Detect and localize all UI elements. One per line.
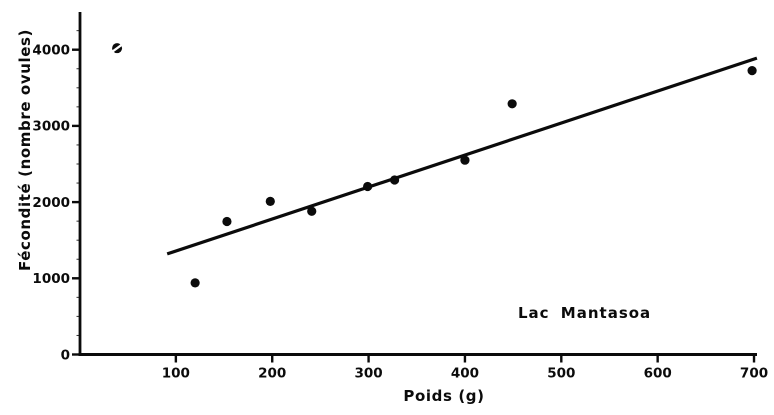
y-tick-label: 0: [61, 347, 70, 363]
x-tick-label: 300: [354, 366, 382, 382]
data-point: [222, 216, 232, 227]
data-point: [507, 99, 517, 109]
data-point: [460, 155, 470, 165]
data-point: [363, 181, 373, 192]
data-point: [747, 66, 757, 76]
x-tick-label: 500: [547, 366, 575, 382]
y-tick-label: 3000: [32, 119, 70, 135]
regression-line: [166, 56, 758, 256]
data-point: [190, 278, 200, 288]
x-tick-label: 100: [162, 366, 190, 382]
y-tick-label: 1000: [32, 271, 70, 287]
y-axis-title: Fécondité (nombre ovules): [16, 29, 34, 271]
outlier-marker-slash: [110, 43, 124, 54]
y-tick-label: 4000: [32, 43, 70, 59]
data-point: [389, 175, 400, 185]
x-axis-title: Poids (g): [403, 387, 485, 405]
x-tick-label: 400: [451, 366, 479, 382]
lake-annotation: Lac Mantasoa: [518, 304, 652, 322]
data-point: [265, 196, 275, 206]
y-tick-label: 2000: [32, 195, 70, 211]
data-point: [307, 206, 317, 216]
x-tick-label: 600: [644, 366, 672, 382]
x-tick-label: 700: [740, 366, 768, 382]
x-tick-label: 200: [258, 366, 286, 382]
